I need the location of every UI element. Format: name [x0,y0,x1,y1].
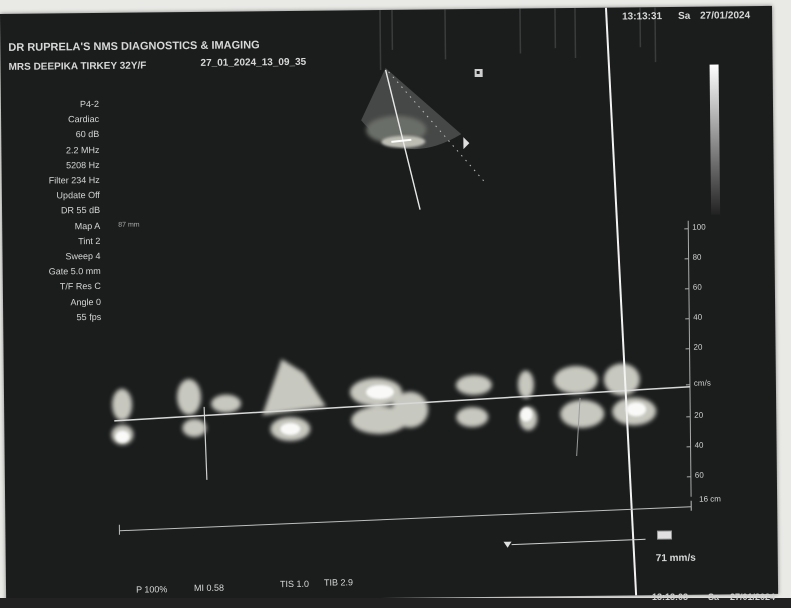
footer-tib: TIB 2.9 [323,577,354,588]
velocity-scale-ticks [684,220,692,497]
ultrasound-screen: DR RUPRELA'S NMS DIAGNOSTICS & IMAGING M… [0,5,779,602]
sweep-cursor [604,7,638,596]
cursor-handle-icon[interactable] [656,530,673,540]
param-preset: Cardiac [68,114,100,125]
bottom-cursor[interactable] [503,530,673,548]
header-date: 27/01/2024 [700,10,751,22]
param-update: Update Off [56,190,100,201]
footer-mi: MI 0.58 [193,582,225,593]
next-frame-strip: 13:13:03 Sa 27/01/2024 [0,592,791,608]
doppler-graphics [111,7,721,596]
param-gate: Gate 5.0 mm [48,266,101,277]
param-dynamic-range: DR 55 dB [60,205,101,216]
footer-tis: TIS 1.0 [279,578,310,590]
scale-label-neg-60: 60 [694,470,704,480]
scale-label-40: 40 [693,312,703,322]
direction-arrow-icon [463,137,470,150]
param-transducer: P4-2 [79,98,99,110]
param-angle: Angle 0 [70,296,102,307]
param-frame-rate: 55 fps [76,311,102,323]
next-frame-date: 27/01/2024 [730,592,776,602]
scale-label-20: 20 [693,342,703,352]
scale-unit: cm/s [693,378,711,388]
scale-label-60: 60 [692,282,702,292]
param-tf-res: T/F Res C [59,281,101,292]
header-day: Sa [678,10,691,22]
parameter-list: P4-2 Cardiac 60 dB 2.2 MHz 5208 Hz Filte… [1,97,102,326]
doppler-baseline [114,386,690,422]
param-prf: 5208 Hz [66,159,100,171]
depth-label: 16 cm [699,494,721,504]
param-filter: Filter 234 Hz [48,174,100,186]
sample-gate[interactable] [391,138,412,143]
scale-label-neg-20: 20 [694,410,704,420]
scale-label-100: 100 [692,222,706,232]
scale-label-neg-40: 40 [694,440,704,450]
scan-artifacts [379,7,657,71]
footer-power: P 100% [135,584,168,595]
sector-image [361,67,485,210]
param-frequency: 2.2 MHz [65,144,100,155]
param-map: Map A [74,220,101,231]
time-axis [118,500,692,535]
param-tint: Tint 2 [78,235,101,247]
param-sweep: Sweep 4 [65,250,101,262]
patient-name: MRS DEEPIKA TIRKEY 32Y/F [8,60,147,73]
study-id: 27_01_2024_13_09_35 [200,56,307,69]
sweep-speed: 71 mm/s [655,552,696,565]
spectral-doppler-trace [111,359,657,480]
next-frame-time: 13:13:03 [652,592,689,602]
next-frame-day: Sa [708,592,720,602]
grayscale-bar [709,64,721,215]
param-gain: 60 dB [75,129,100,140]
scale-label-80: 80 [692,252,702,262]
depth-marker: 87 mm [118,221,140,229]
header-time: 13:13:31 [622,11,663,23]
